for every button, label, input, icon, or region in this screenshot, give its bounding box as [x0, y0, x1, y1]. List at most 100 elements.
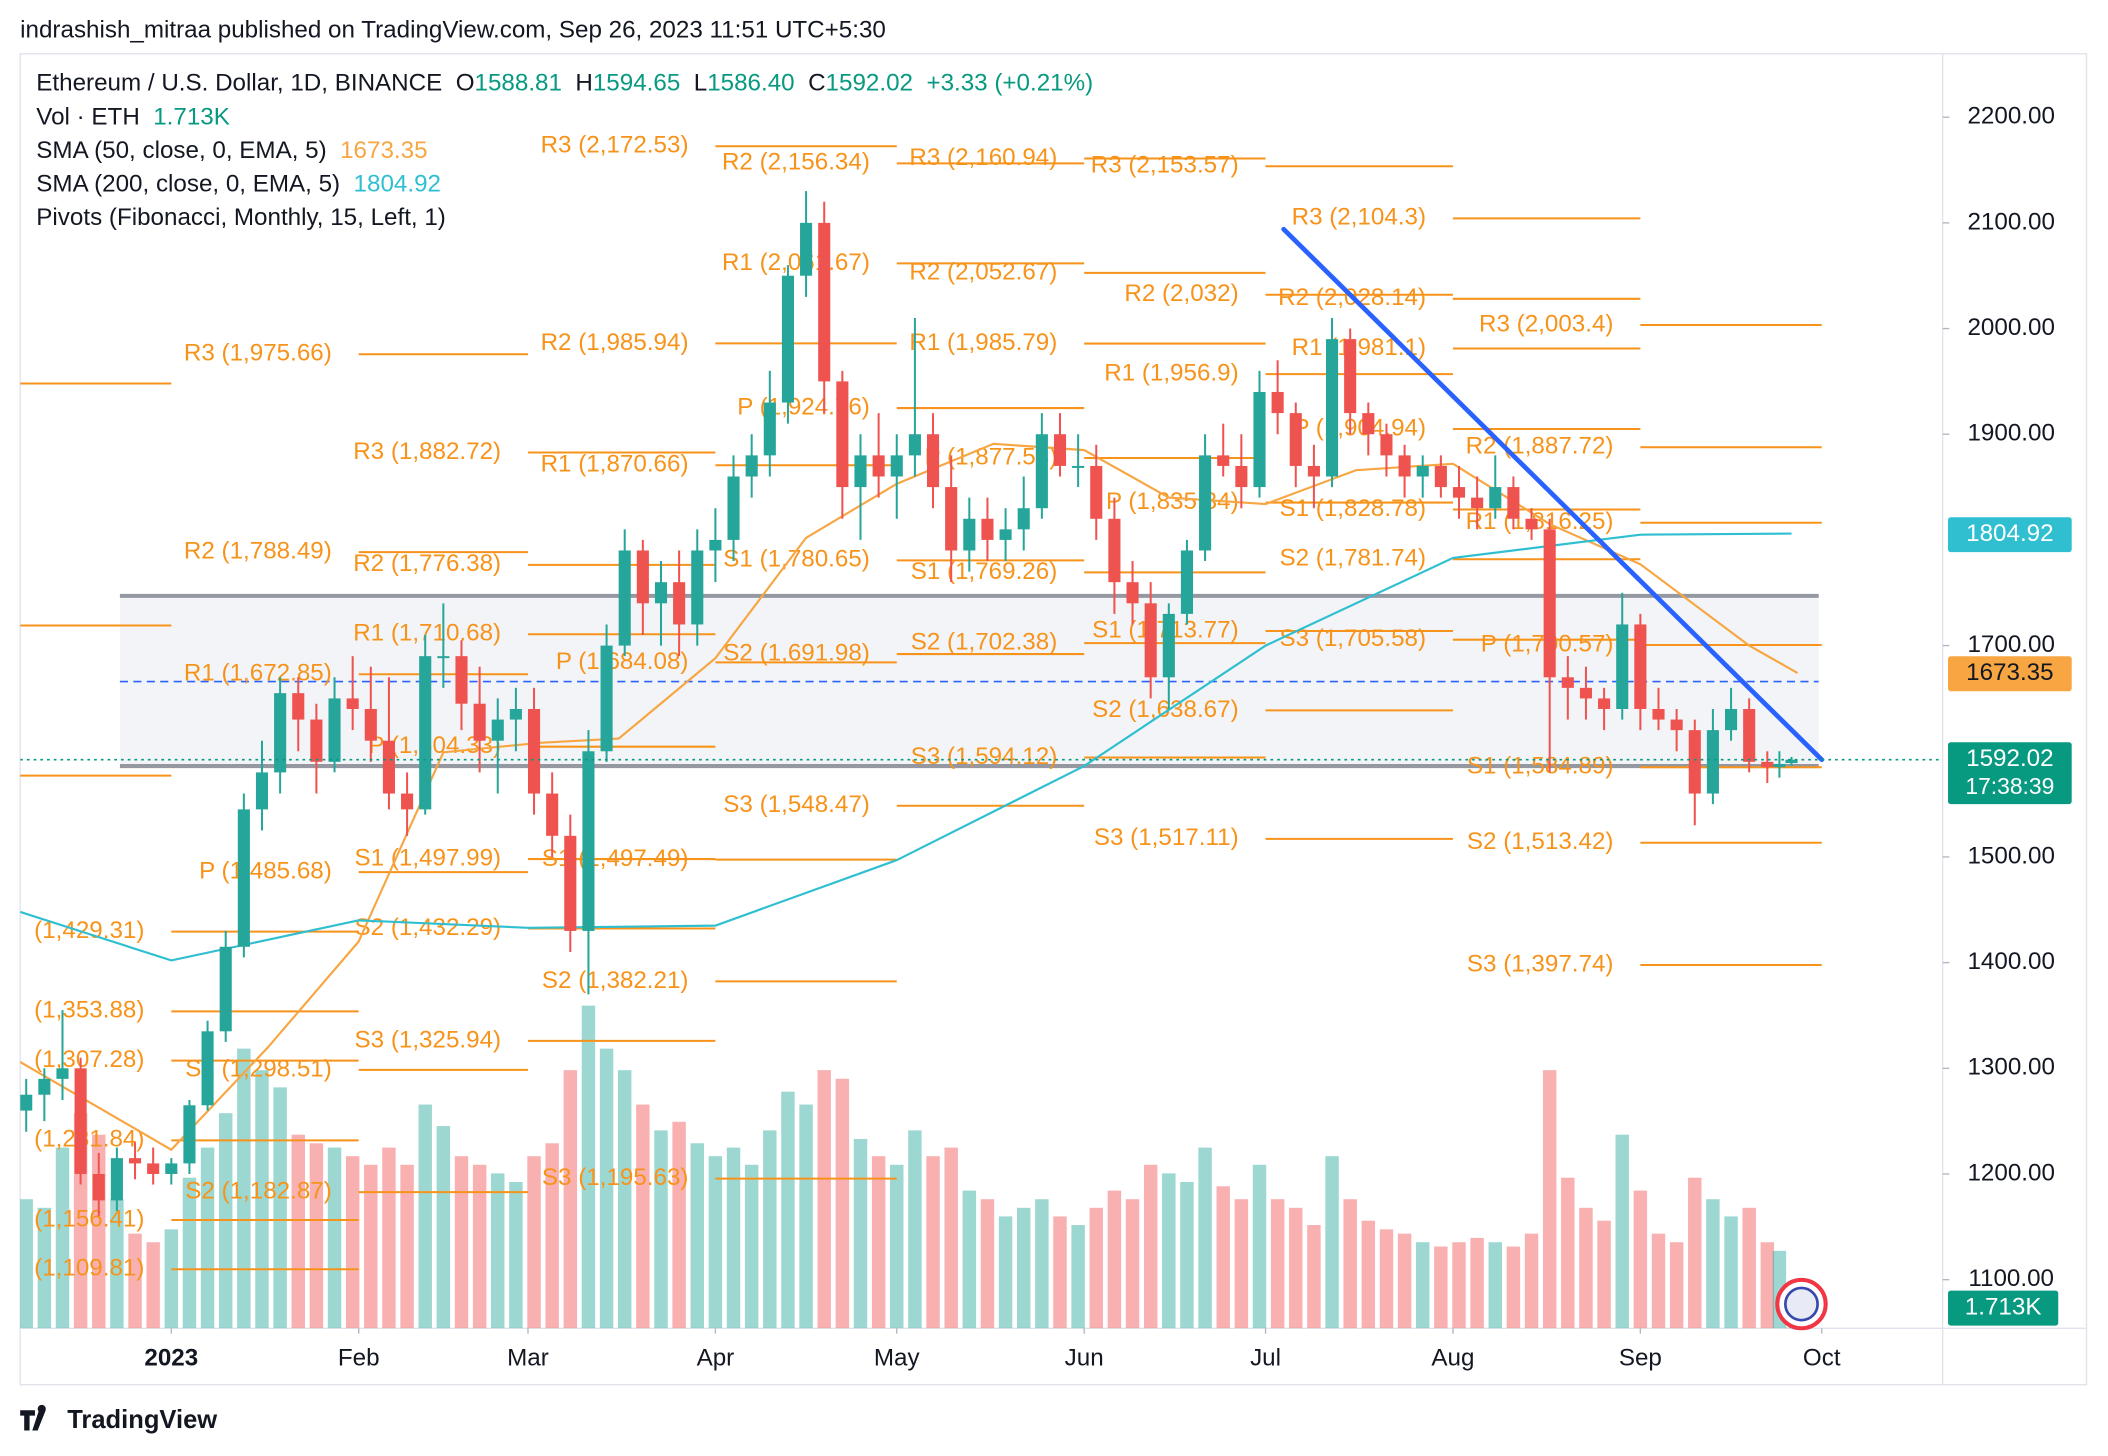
- ohlc-key: H: [575, 70, 592, 97]
- candle-body: [1017, 508, 1030, 530]
- candle-body: [382, 740, 395, 794]
- ohlc-key: L: [694, 70, 707, 97]
- pivot-label: S3 (1,594.12): [911, 743, 1058, 770]
- moving-average: [20, 532, 1792, 962]
- candle-body: [1724, 708, 1738, 731]
- volume-bar: [1198, 1147, 1212, 1329]
- volume-bar: [545, 1143, 559, 1329]
- volume-bar: [890, 1164, 904, 1329]
- volume-bar: [1035, 1199, 1049, 1329]
- candle-body: [654, 582, 668, 604]
- indicator-value: 1804.92: [354, 171, 441, 198]
- indicator-value: 1673.35: [340, 137, 427, 164]
- volume-bar: [980, 1199, 995, 1329]
- candle-body: [328, 698, 341, 762]
- volume-bar: [1724, 1216, 1738, 1329]
- volume-bar: [1542, 1070, 1557, 1329]
- candle-body: [727, 476, 740, 540]
- volume-bar: [418, 1104, 432, 1329]
- candle-body: [237, 809, 250, 947]
- event-flag: [1784, 1286, 1819, 1322]
- volume-bar: [1071, 1225, 1085, 1329]
- volume-bar: [1597, 1220, 1611, 1329]
- volume-bar: [1688, 1177, 1702, 1329]
- volume-bar: [1633, 1190, 1648, 1329]
- pivot-label: R2 (2,032): [1124, 280, 1238, 307]
- volume-bar: [1488, 1242, 1502, 1329]
- candle-body: [1561, 677, 1574, 688]
- candle-body: [1773, 763, 1786, 768]
- candle-body: [600, 645, 613, 752]
- pivot-label: S3 (1,705.58): [1279, 625, 1426, 652]
- pivot-label: S3 (1,195.63): [542, 1164, 689, 1191]
- footer-logo: [20, 1404, 46, 1431]
- pivot-label: R3 (2,003.4): [1479, 310, 1613, 337]
- trendline: [1281, 226, 1825, 763]
- y-tick-label: 1900.00: [1967, 420, 2054, 447]
- pivot-label: R3 (1,975.66): [184, 340, 332, 367]
- volume-bar: [309, 1143, 324, 1329]
- moving-average: [20, 442, 1799, 1152]
- candle-body: [56, 1068, 69, 1079]
- pivot-label: R2 (1,887.72): [1466, 433, 1614, 460]
- candle-body: [128, 1158, 142, 1164]
- candle-body: [1652, 708, 1665, 720]
- y-tick-label: 1300.00: [1967, 1054, 2054, 1081]
- volume-bar: [20, 1199, 33, 1329]
- candle-body: [1090, 465, 1103, 519]
- volume-bar: [110, 1199, 124, 1329]
- volume-bar: [708, 1156, 723, 1329]
- candle-body: [437, 656, 450, 659]
- volume-bar: [1397, 1233, 1412, 1329]
- volume-bar: [672, 1121, 686, 1329]
- volume-bar: [364, 1164, 378, 1329]
- pivot-label: R2 (1,788.49): [184, 537, 332, 564]
- candle-body: [1670, 719, 1683, 731]
- volume-bar: [817, 1070, 831, 1329]
- volume-bar: [799, 1104, 813, 1329]
- candle-body: [1543, 529, 1556, 678]
- candle-body: [1579, 687, 1593, 699]
- candle-body: [1598, 698, 1611, 709]
- volume-bar: [1579, 1207, 1593, 1329]
- candle-body: [673, 582, 686, 625]
- candle-body: [292, 693, 305, 720]
- pivot-label: S2 (1,691.98): [723, 639, 870, 666]
- candle-body: [999, 529, 1012, 540]
- pivot-label: S2 (1,513.42): [1467, 828, 1614, 855]
- symbol-line: Ethereum / U.S. Dollar, 1D, BINANCE O1588…: [36, 70, 1093, 97]
- pivot-label: S1 (1,828.78): [1279, 495, 1426, 522]
- pivot-label: S2 (1,781.74): [1279, 545, 1426, 572]
- candle-body: [1235, 465, 1248, 488]
- indicator-legend: SMA (200, close, 0, EMA, 5) 1804.92: [36, 171, 441, 198]
- candle-body: [582, 751, 595, 931]
- candle-body: [872, 455, 885, 477]
- candle-body: [763, 402, 776, 456]
- volume-bar: [527, 1156, 541, 1329]
- volume-bar: [1016, 1207, 1031, 1329]
- pivot-label: S2 (1,432.29): [355, 914, 502, 941]
- volume-bar: [763, 1130, 777, 1329]
- x-tick-label: Oct: [1803, 1345, 1841, 1372]
- y-tick-label: 1400.00: [1967, 948, 2054, 975]
- price-tag: [1948, 517, 2072, 553]
- volume-tag: [1948, 1290, 2059, 1326]
- candle-body: [1126, 582, 1139, 604]
- x-tick-label: Sep: [1619, 1345, 1662, 1372]
- volume-bar: [382, 1147, 396, 1329]
- volume-bar: [1307, 1225, 1321, 1329]
- change: +3.33 (+0.21%): [926, 70, 1093, 97]
- candle-body: [1616, 624, 1629, 709]
- candle-body: [491, 719, 504, 741]
- candle-body: [1362, 413, 1375, 435]
- volume-bar: [472, 1164, 487, 1329]
- pivot-label: R2 (2,052.67): [909, 258, 1057, 285]
- pivot-label: R2 (2,156.34): [722, 149, 870, 176]
- ohlc-key: O: [456, 70, 475, 97]
- volume-bar: [291, 1134, 305, 1329]
- volume-bar: [327, 1147, 342, 1329]
- candle-body: [92, 1173, 105, 1201]
- candle-body: [890, 455, 903, 477]
- volume-bar: [1343, 1199, 1357, 1329]
- volume-bar: [509, 1181, 523, 1329]
